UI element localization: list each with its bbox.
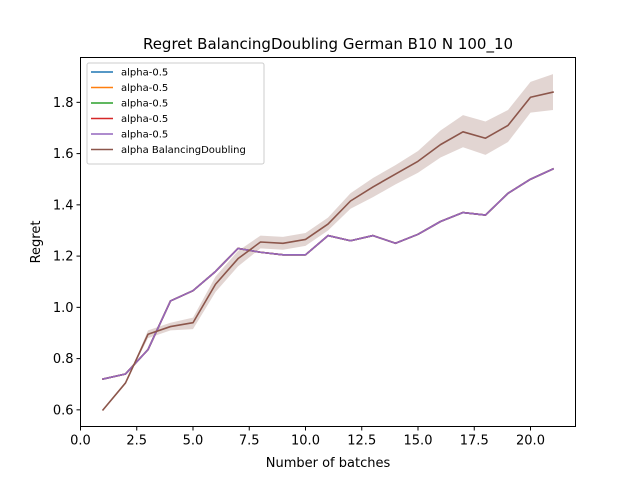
x-tick-label: 2.5 xyxy=(126,434,147,449)
x-tick-label: 7.5 xyxy=(239,434,260,449)
x-tick-label: 17.5 xyxy=(460,434,489,449)
plot-frame xyxy=(80,57,576,427)
y-tick-label: 0.6 xyxy=(53,403,74,418)
x-tick-label: 15.0 xyxy=(404,434,433,449)
y-tick-label: 0.8 xyxy=(53,352,74,367)
x-tick-label: 10.0 xyxy=(291,434,320,449)
x-tick-label: 0.0 xyxy=(70,434,91,449)
legend-label-1: alpha-0.5 xyxy=(121,83,168,94)
x-tick-label: 5.0 xyxy=(183,434,204,449)
legend-label-0: alpha-0.5 xyxy=(121,68,168,79)
y-axis-title: Regret xyxy=(29,221,44,264)
legend-label-4: alpha-0.5 xyxy=(121,130,168,141)
x-axis: 0.0 2.5 5.0 7.5 10.0 12.5 15.0 17.5 20.0 xyxy=(70,426,545,449)
x-axis-title: Number of batches xyxy=(266,456,391,471)
series-line-5 xyxy=(101,91,554,411)
legend-label-3: alpha-0.5 xyxy=(121,114,168,125)
x-tick-label: 12.5 xyxy=(347,434,376,449)
chart-title: Regret BalancingDoubling German B10 N 10… xyxy=(143,35,513,54)
y-tick-label: 1.8 xyxy=(53,96,74,111)
y-tick-label: 1.6 xyxy=(53,147,74,162)
legend-box xyxy=(86,62,265,165)
x-tick-label: 20.0 xyxy=(516,434,545,449)
plot-area xyxy=(101,74,555,411)
y-axis: 0.6 0.8 1.0 1.2 1.4 1.6 1.8 xyxy=(53,96,81,418)
legend-label-5: alpha BalancingDoubling xyxy=(121,145,246,156)
series-line-4 xyxy=(102,167,555,381)
y-tick-label: 1.2 xyxy=(53,250,74,265)
legend: alpha-0.5 alpha-0.5 alpha-0.5 alpha-0.5 alph… xyxy=(86,62,265,165)
y-tick-label: 1.0 xyxy=(53,301,74,316)
legend-label-2: alpha-0.5 xyxy=(121,99,168,110)
y-tick-label: 1.4 xyxy=(53,198,74,213)
